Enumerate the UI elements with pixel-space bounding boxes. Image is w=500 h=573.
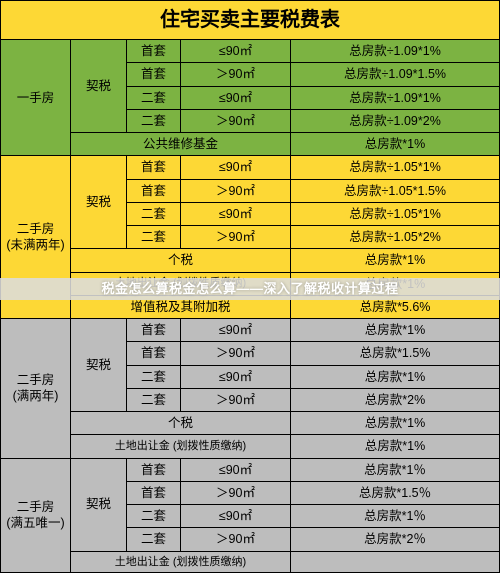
option-label: 首套 <box>127 179 181 202</box>
option-label: 二套 <box>127 226 181 249</box>
formula-cell: 总房款÷1.09*2% <box>291 109 500 132</box>
table-row: 二手房 (未满两年) 契税 首套 ≤90㎡ 总房款÷1.05*1% <box>1 156 500 179</box>
option-label: 二套 <box>127 202 181 225</box>
formula-cell: 总房款*1% <box>291 249 500 272</box>
section-label: 二手房 (满五唯一) <box>1 458 71 572</box>
option-label: 首套 <box>127 342 181 365</box>
option-label: 二套 <box>127 528 181 551</box>
formula-cell: 总房款÷1.05*1% <box>291 202 500 225</box>
option-label: 二套 <box>127 365 181 388</box>
formula-cell: 总房款*1.5% <box>291 342 500 365</box>
formula-cell: 总房款*1% <box>291 435 500 458</box>
area-label: ≤90㎡ <box>181 458 291 481</box>
table-row: 公共维修基金 总房款*1% <box>1 133 500 156</box>
table-row: 土地出让金 (划拨性质缴纳) <box>1 551 500 572</box>
tax-label: 契税 <box>71 319 127 412</box>
formula-cell: 总房款÷1.05*1% <box>291 156 500 179</box>
area-label: ＞90㎡ <box>181 109 291 132</box>
area-label: ＞90㎡ <box>181 226 291 249</box>
area-label: ≤90㎡ <box>181 365 291 388</box>
option-label: 首套 <box>127 481 181 504</box>
area-label: ＞90㎡ <box>181 63 291 86</box>
formula-cell: 总房款*1％ <box>291 505 500 528</box>
formula-cell: 总房款÷1.09*1% <box>291 86 500 109</box>
formula-cell: 总房款÷1.09*1.5% <box>291 63 500 86</box>
formula-cell: 总房款*1% <box>291 133 500 156</box>
option-label: 首套 <box>127 63 181 86</box>
option-label: 首套 <box>127 40 181 63</box>
table-row: 个税 总房款*1% <box>1 249 500 272</box>
tax-full-label: 土地出让金 (划拨性质缴纳) <box>71 435 291 458</box>
section-label: 一手房 <box>1 40 71 156</box>
option-label: 首套 <box>127 319 181 342</box>
tax-label: 契税 <box>71 458 127 551</box>
table-row: 个税 总房款*1% <box>1 412 500 435</box>
option-label: 二套 <box>127 388 181 411</box>
tax-full-label: 土地出让金 (划拨性质缴纳) <box>71 551 291 572</box>
option-label: 首套 <box>127 458 181 481</box>
option-label: 二套 <box>127 109 181 132</box>
section-label: 二手房 (满两年) <box>1 319 71 459</box>
table-row: 一手房 契税 首套 ≤90㎡ 总房款÷1.09*1% <box>1 40 500 63</box>
table-row: 二手房 (满两年) 契税 首套 ≤90㎡ 总房款*1% <box>1 319 500 342</box>
formula-cell: 总房款÷1.09*1% <box>291 40 500 63</box>
area-label: ≤90㎡ <box>181 202 291 225</box>
area-label: ＞90㎡ <box>181 179 291 202</box>
area-label: ≤90㎡ <box>181 319 291 342</box>
option-label: 二套 <box>127 86 181 109</box>
table-row: 二手房 (满五唯一) 契税 首套 ≤90㎡ 总房款*1％ <box>1 458 500 481</box>
tax-full-label: 个税 <box>71 412 291 435</box>
area-label: ≤90㎡ <box>181 505 291 528</box>
table-row: 土地出让金 (划拨性质缴纳) 总房款*1% <box>1 435 500 458</box>
area-label: ≤90㎡ <box>181 86 291 109</box>
area-label: ＞90㎡ <box>181 481 291 504</box>
formula-cell: 总房款*1% <box>291 412 500 435</box>
page-title: 住宅买卖主要税费表 <box>1 1 500 40</box>
formula-cell: 总房款÷1.05*2% <box>291 226 500 249</box>
formula-cell <box>291 551 500 572</box>
area-label: ＞90㎡ <box>181 342 291 365</box>
title-row: 住宅买卖主要税费表 <box>1 1 500 40</box>
tax-label: 契税 <box>71 156 127 249</box>
formula-cell: 总房款*1% <box>291 365 500 388</box>
tax-full-label: 公共维修基金 <box>71 133 291 156</box>
overlay-caption: 税金怎么算税金怎么算——深入了解税收计算过程 <box>0 278 500 300</box>
tax-full-label: 个税 <box>71 249 291 272</box>
formula-cell: 总房款÷1.05*1.5% <box>291 179 500 202</box>
formula-cell: 总房款*1.5％ <box>291 481 500 504</box>
area-label: ≤90㎡ <box>181 156 291 179</box>
option-label: 二套 <box>127 505 181 528</box>
formula-cell: 总房款*1％ <box>291 458 500 481</box>
option-label: 首套 <box>127 156 181 179</box>
area-label: ＞90㎡ <box>181 528 291 551</box>
area-label: ≤90㎡ <box>181 40 291 63</box>
formula-cell: 总房款*2% <box>291 388 500 411</box>
formula-cell: 总房款*2％ <box>291 528 500 551</box>
formula-cell: 总房款*1% <box>291 319 500 342</box>
area-label: ＞90㎡ <box>181 388 291 411</box>
tax-label: 契税 <box>71 40 127 133</box>
